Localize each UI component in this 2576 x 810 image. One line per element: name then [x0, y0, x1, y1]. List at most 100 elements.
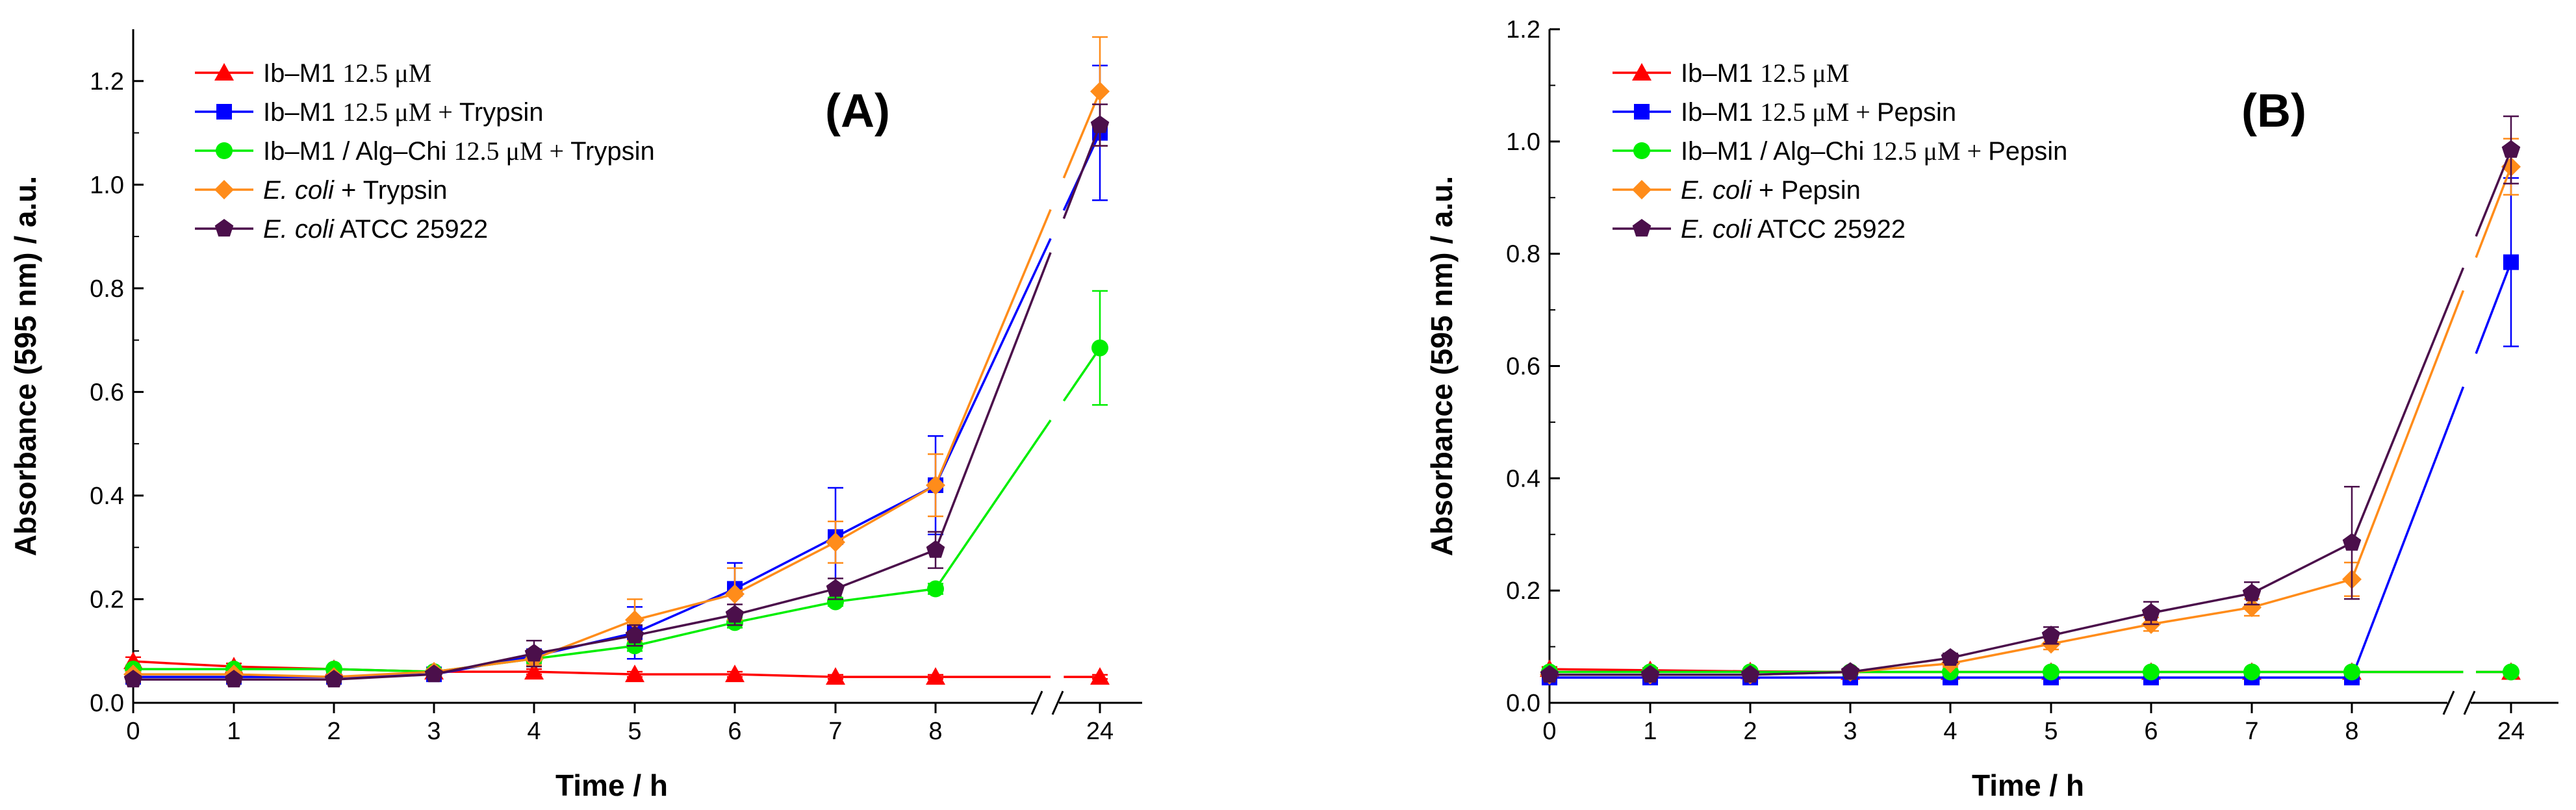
legend-label: Ib–M1 / Alg–Chi 12.5 μM + Trypsin	[263, 136, 655, 166]
data-point	[1741, 664, 1760, 683]
y-axis-title: Absorbance (595 nm) / a.u.	[8, 176, 42, 556]
data-point	[926, 475, 945, 495]
x-tick-label: 6	[728, 718, 741, 745]
x-tick-label: 7	[828, 718, 842, 745]
y-tick-label: 0.8	[90, 275, 124, 303]
x-tick-label: 24	[2497, 718, 2525, 745]
legend-label: Ib–M1 12.5 μM	[263, 58, 431, 88]
data-point	[2242, 583, 2262, 601]
y-tick-label: 1.2	[1506, 16, 1540, 44]
axis-break-mark	[1051, 690, 1064, 715]
x-tick-label: 5	[628, 718, 641, 745]
legend-marker	[1634, 104, 1650, 120]
series-line	[2351, 386, 2465, 678]
data-point	[2043, 663, 2060, 681]
data-point	[1090, 667, 1110, 685]
data-point	[2143, 663, 2160, 681]
data-point	[424, 664, 444, 683]
axis-break-mark	[1030, 690, 1043, 715]
series-line	[934, 209, 1052, 486]
legend-label: Ib–M1 12.5 μM + Pepsin	[1681, 97, 1956, 127]
data-point	[524, 662, 544, 680]
x-tick-label: 2	[1743, 718, 1757, 745]
y-tick-label: 0.2	[90, 586, 124, 613]
x-tick-label: 3	[1843, 718, 1857, 745]
data-point	[1090, 81, 1110, 101]
series-line	[934, 238, 1052, 486]
legend-label: E. coli + Pepsin	[1681, 176, 1861, 205]
y-axis-title: Absorbance (595 nm) / a.u.	[1425, 176, 1459, 556]
data-point	[2503, 663, 2519, 681]
data-point	[1091, 339, 1108, 357]
data-point	[2242, 598, 2262, 618]
data-point	[926, 667, 945, 685]
legend-marker	[216, 104, 232, 120]
data-point	[1841, 662, 1860, 680]
data-point	[826, 579, 845, 597]
series-line	[2475, 166, 2512, 259]
legend-label: Ib–M1 12.5 μM	[1681, 58, 1849, 88]
data-point	[1640, 664, 1660, 683]
data-point	[2342, 533, 2362, 551]
data-point	[926, 540, 945, 558]
x-tick-label: 8	[928, 718, 942, 745]
x-tick-label: 7	[2245, 718, 2258, 745]
legend-marker	[214, 180, 234, 199]
data-point	[725, 584, 745, 604]
x-tick-label: 4	[1943, 718, 1957, 745]
y-tick-label: 1.2	[90, 68, 124, 95]
legend-label: E. coli + Trypsin	[263, 176, 447, 205]
x-tick-label: 2	[327, 718, 340, 745]
data-point	[224, 670, 244, 688]
y-tick-label: 0.6	[1506, 353, 1540, 381]
series-line	[1062, 124, 1101, 220]
data-point	[1090, 115, 1110, 133]
data-point	[826, 667, 845, 685]
x-axis-title: Time / h	[555, 768, 668, 802]
series-line	[1062, 91, 1101, 179]
legend-marker	[1633, 142, 1650, 159]
x-tick-label: 6	[2144, 718, 2158, 745]
data-point	[2503, 254, 2519, 270]
legend: Ib–M1 12.5 μM Ib–M1 12.5 μM + Trypsin Ib–M…	[195, 58, 655, 244]
data-point	[2501, 140, 2521, 158]
y-tick-label: 0.4	[1506, 465, 1540, 492]
panel-b-chart: 0.0 0.2 0.4 0.6 0.8 1.0 1.2 0 1 2 3 4 5 6 7 8 24 Time / h…	[1425, 16, 2558, 802]
series-line	[2351, 290, 2465, 580]
x-tick-label: 8	[2345, 718, 2358, 745]
x-tick-label: 3	[427, 718, 440, 745]
data-point	[2041, 626, 2061, 644]
legend-marker	[1632, 180, 1651, 199]
y-tick-label: 1.0	[1506, 129, 1540, 156]
data-point	[2141, 603, 2161, 621]
data-point	[2243, 663, 2260, 681]
series-line	[2351, 267, 2465, 544]
data-point	[2343, 663, 2360, 681]
legend-label: E. coli ATCC 25922	[263, 215, 488, 244]
series-line	[2475, 262, 2512, 354]
series-5	[1540, 115, 2521, 683]
series-5	[123, 103, 1110, 688]
series-line	[1062, 347, 1101, 402]
axis-break-mark	[2463, 690, 2476, 715]
data-point	[324, 670, 344, 688]
series-2	[1542, 177, 2519, 686]
data-point	[625, 664, 644, 683]
legend-marker	[214, 219, 234, 237]
y-tick-label: 1.0	[90, 171, 124, 199]
x-tick-label: 0	[126, 718, 140, 745]
y-tick-label: 0.6	[90, 379, 124, 406]
legend-label: Ib–M1 / Alg–Chi 12.5 μM + Pepsin	[1681, 136, 2067, 166]
y-tick-label: 0.4	[90, 483, 124, 510]
legend-label: E. coli ATCC 25922	[1681, 215, 1906, 244]
panel-label: (A)	[825, 85, 890, 137]
panel-label: (B)	[2241, 85, 2306, 137]
x-tick-label: 1	[1643, 718, 1657, 745]
data-point	[123, 670, 143, 688]
series-line	[2475, 149, 2512, 237]
x-tick-label: 5	[2044, 718, 2058, 745]
x-tick-label: 0	[1542, 718, 1556, 745]
x-tick-label: 1	[227, 718, 240, 745]
panel-a-chart: 0.0 0.2 0.4 0.6 0.8 1.0 1.2 0 1 2 3 4 5 6 7 8 24 Time / h…	[8, 29, 1142, 802]
x-tick-label: 4	[527, 718, 541, 745]
